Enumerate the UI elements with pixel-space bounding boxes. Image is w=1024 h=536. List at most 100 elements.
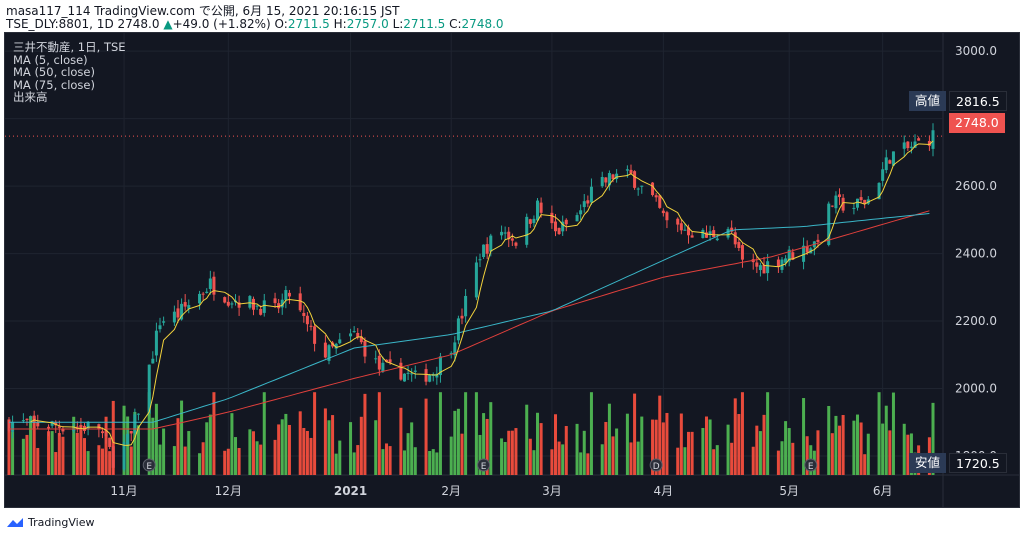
candle-body xyxy=(852,207,856,209)
candle-body xyxy=(500,231,504,236)
event-marker-icon xyxy=(804,458,818,472)
low-price-value: 1720.5 xyxy=(956,456,1000,471)
volume-bar xyxy=(561,444,565,475)
footer: TradingView xyxy=(0,508,1024,536)
candle-body xyxy=(287,292,291,297)
volume-bar xyxy=(381,449,385,475)
candle-body xyxy=(50,421,54,426)
volume-bar xyxy=(255,441,259,475)
legend-volume[interactable]: 出来高 xyxy=(13,90,48,104)
close-value: 2748.0 xyxy=(461,17,504,31)
volume-bar xyxy=(762,414,766,475)
candle-body xyxy=(633,171,637,188)
volume-bar xyxy=(726,424,730,475)
volume-bar xyxy=(86,451,90,475)
volume-bar xyxy=(489,402,493,475)
volume-bar xyxy=(784,421,788,475)
price-chart[interactable]: 3000.02800.02600.02400.02200.02000.01800… xyxy=(5,33,1019,507)
candle-body xyxy=(629,169,633,174)
candle-body xyxy=(406,372,410,374)
candle-body xyxy=(557,227,561,235)
candle-body xyxy=(600,177,604,187)
volume-bar xyxy=(237,447,241,475)
open-value: 2711.5 xyxy=(287,17,330,31)
candle-body xyxy=(449,352,453,354)
candle-body xyxy=(111,446,115,468)
volume-bar xyxy=(906,434,910,475)
candle-body xyxy=(424,369,428,382)
candle-body xyxy=(237,302,241,308)
x-tick-label: 2021 xyxy=(334,484,367,498)
x-tick-label: 11月 xyxy=(110,484,137,498)
volume-bar xyxy=(284,413,288,475)
volume-bar xyxy=(708,419,712,475)
volume-bar xyxy=(737,414,741,475)
volume-bar xyxy=(226,448,230,475)
candle-body xyxy=(126,433,130,445)
candle-body xyxy=(701,229,705,239)
volume-bar xyxy=(72,416,76,475)
volume-bar xyxy=(514,428,518,475)
x-tick-label: 3月 xyxy=(542,484,562,498)
y-tick-label: 2600.0 xyxy=(955,179,997,193)
candle-body xyxy=(553,221,557,232)
volume-bar xyxy=(604,421,608,475)
volume-bar xyxy=(464,392,468,475)
candle-body xyxy=(902,142,906,149)
volume-bar xyxy=(162,428,166,475)
volume-bar xyxy=(701,427,705,475)
volume-bar xyxy=(902,423,906,475)
volume-bar xyxy=(485,418,489,475)
candle-body xyxy=(223,297,227,303)
candle-body xyxy=(532,218,536,223)
candle-body xyxy=(604,177,608,183)
candle-body xyxy=(402,373,406,382)
volume-bar xyxy=(539,423,543,475)
volume-bar xyxy=(97,445,101,475)
candle-body xyxy=(784,258,788,263)
volume-bar xyxy=(654,419,658,475)
chart-area[interactable]: 3000.02800.02600.02400.02200.02000.01800… xyxy=(4,32,1020,508)
volume-bar xyxy=(424,398,428,475)
volume-bar xyxy=(791,442,795,475)
candle-body xyxy=(277,303,281,309)
y-tick-label: 2200.0 xyxy=(955,314,997,328)
legend-ma75[interactable]: MA (75, close) xyxy=(13,77,95,92)
candle-body xyxy=(528,219,532,224)
candle-body xyxy=(802,245,806,262)
candle-body xyxy=(136,413,140,415)
event-marker-letter: E xyxy=(481,462,487,472)
candle-body xyxy=(510,238,514,241)
candle-body xyxy=(298,293,302,311)
high-price-value: 2816.5 xyxy=(956,94,1000,109)
candle-body xyxy=(611,174,615,180)
volume-bar xyxy=(7,424,11,475)
candle-body xyxy=(122,442,126,470)
volume-bar xyxy=(625,413,629,475)
volume-bar xyxy=(402,450,406,475)
candle-body xyxy=(478,259,482,261)
candle-body xyxy=(766,261,770,274)
legend-ma5[interactable]: MA (5, close) xyxy=(13,52,88,67)
legend-ma50[interactable]: MA (50, close) xyxy=(13,65,95,79)
candle-body xyxy=(302,312,306,317)
volume-bar xyxy=(733,398,737,475)
candle-body xyxy=(881,169,885,181)
volume-bar xyxy=(133,411,137,475)
volume-bar xyxy=(359,416,363,475)
candle-body xyxy=(385,359,389,362)
chart-header: masa117_114 TradingView.com で公開, 6月 15, … xyxy=(0,0,1024,32)
candle-body xyxy=(259,308,263,315)
volume-bar xyxy=(47,431,51,475)
tradingview-logo[interactable]: TradingView xyxy=(6,516,94,529)
volume-bar xyxy=(474,392,478,475)
candle-body xyxy=(108,437,112,447)
volume-bar xyxy=(816,430,820,475)
volume-bar xyxy=(208,414,212,475)
candle-body xyxy=(377,355,381,370)
volume-bar xyxy=(550,449,554,475)
volume-bar xyxy=(313,392,317,475)
volume-bar xyxy=(863,454,867,475)
candle-body xyxy=(72,429,76,432)
volume-bar xyxy=(510,430,514,475)
